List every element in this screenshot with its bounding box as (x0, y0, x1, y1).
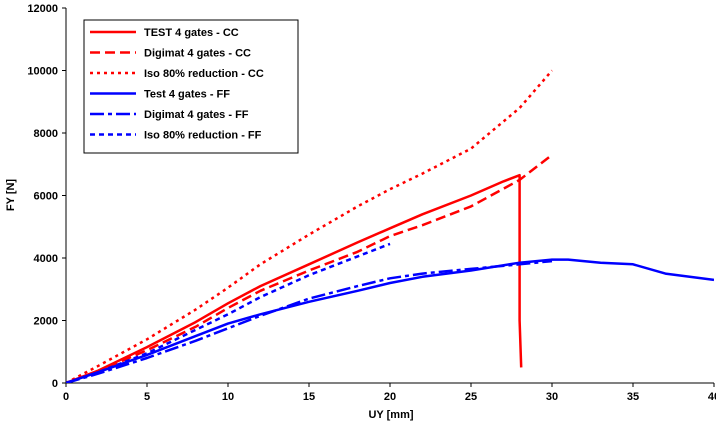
series-line-2 (66, 153, 553, 383)
x-tick-label: 20 (384, 391, 396, 403)
x-tick-label: 30 (546, 391, 558, 403)
y-tick-label: 2000 (34, 316, 58, 328)
y-axis-title: FY [N] (5, 179, 17, 212)
legend: TEST 4 gates - CC Digimat 4 gates - CC Iso… (83, 19, 299, 154)
x-tick-label: 35 (627, 391, 639, 403)
x-tick-label: 25 (465, 391, 477, 403)
legend-label-3: Iso 80% reduction - CC (144, 68, 264, 80)
x-tick-label: 10 (222, 391, 234, 403)
y-tick-label: 10000 (27, 66, 58, 78)
plot-area: 0 5 10 15 20 25 30 35 40 0 2000 4000 6000 8000 10000 12… (27, 3, 716, 403)
series-line-4 (66, 258, 714, 383)
y-tick-label: 6000 (34, 191, 58, 203)
series-line-1 (66, 173, 523, 383)
y-tick-label: 4000 (34, 253, 58, 265)
y-tick-label: 8000 (34, 128, 58, 140)
legend-box (83, 19, 299, 154)
x-axis-title: UY [mm] (368, 409, 413, 421)
series-line-3 (66, 69, 553, 383)
legend-label-2: Digimat 4 gates - CC (144, 48, 251, 60)
series-line-5 (66, 259, 553, 383)
legend-label-6: Iso 80% reduction - FF (144, 130, 262, 142)
x-tick-label: 5 (144, 391, 150, 403)
x-tick-label: 40 (708, 391, 716, 403)
x-tick-label: 0 (63, 391, 69, 403)
legend-label-1: TEST 4 gates - CC (144, 27, 239, 39)
y-tick-label: 0 (52, 378, 58, 390)
legend-label-4: Test 4 gates - FF (144, 89, 230, 101)
y-tick-label: 12000 (27, 3, 58, 15)
series-line-6 (66, 242, 391, 383)
legend-label-5: Digimat 4 gates - FF (144, 109, 249, 121)
x-tick-label: 15 (303, 391, 315, 403)
